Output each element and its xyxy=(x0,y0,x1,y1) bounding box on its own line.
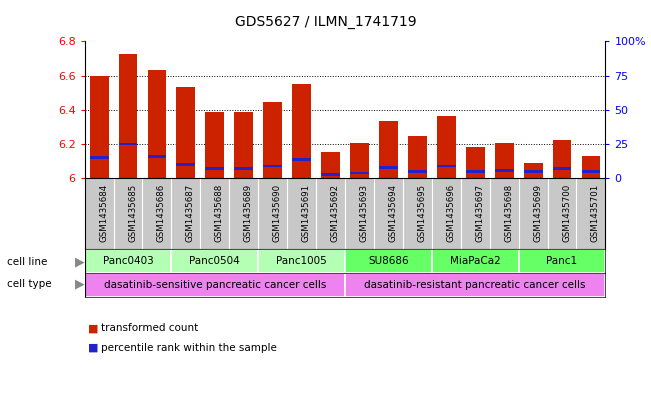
Text: ■: ■ xyxy=(88,323,98,333)
Bar xyxy=(176,163,195,166)
Text: GSM1435694: GSM1435694 xyxy=(389,184,397,242)
Bar xyxy=(495,143,514,178)
Bar xyxy=(553,167,572,170)
Bar xyxy=(85,249,171,273)
Bar xyxy=(350,171,369,174)
Bar xyxy=(148,70,167,178)
Bar xyxy=(85,273,345,297)
Text: Panc0403: Panc0403 xyxy=(103,256,154,266)
Bar xyxy=(432,249,519,273)
Bar xyxy=(437,116,456,178)
Bar xyxy=(581,170,600,173)
Bar xyxy=(176,87,195,178)
Bar xyxy=(523,170,542,173)
Bar xyxy=(171,249,258,273)
Text: GSM1435685: GSM1435685 xyxy=(128,184,137,242)
Text: cell type: cell type xyxy=(7,279,51,289)
Text: GSM1435700: GSM1435700 xyxy=(562,184,571,242)
Text: GSM1435684: GSM1435684 xyxy=(99,184,108,242)
Bar xyxy=(408,136,427,178)
Text: ▶: ▶ xyxy=(75,277,85,290)
Bar xyxy=(379,121,398,178)
Bar xyxy=(466,170,484,173)
Text: transformed count: transformed count xyxy=(101,323,198,333)
Bar xyxy=(495,169,514,171)
Bar xyxy=(258,249,345,273)
Bar xyxy=(234,112,253,178)
Text: percentile rank within the sample: percentile rank within the sample xyxy=(101,343,277,353)
Text: Panc0504: Panc0504 xyxy=(189,256,240,266)
Text: cell line: cell line xyxy=(7,257,47,267)
Text: GSM1435693: GSM1435693 xyxy=(359,184,368,242)
Bar xyxy=(263,102,282,178)
Text: GSM1435698: GSM1435698 xyxy=(504,184,513,242)
Text: GSM1435699: GSM1435699 xyxy=(533,184,542,242)
Text: ■: ■ xyxy=(88,343,98,353)
Text: GSM1435692: GSM1435692 xyxy=(331,184,340,242)
Bar xyxy=(118,143,137,145)
Text: GSM1435695: GSM1435695 xyxy=(417,184,426,242)
Bar xyxy=(581,156,600,178)
Text: GSM1435689: GSM1435689 xyxy=(243,184,253,242)
Bar xyxy=(437,165,456,167)
Text: GDS5627 / ILMN_1741719: GDS5627 / ILMN_1741719 xyxy=(235,15,416,29)
Text: dasatinib-resistant pancreatic cancer cells: dasatinib-resistant pancreatic cancer ce… xyxy=(365,280,586,290)
Bar xyxy=(263,165,282,167)
Text: GSM1435687: GSM1435687 xyxy=(186,184,195,242)
Text: GSM1435690: GSM1435690 xyxy=(273,184,282,242)
Text: GSM1435696: GSM1435696 xyxy=(447,184,455,242)
Bar xyxy=(292,84,311,178)
Bar xyxy=(379,166,398,169)
Bar xyxy=(292,158,311,160)
Text: GSM1435691: GSM1435691 xyxy=(301,184,311,242)
Bar xyxy=(466,147,484,178)
Bar xyxy=(90,76,109,178)
Text: GSM1435688: GSM1435688 xyxy=(215,184,224,242)
Bar xyxy=(148,155,167,158)
Bar xyxy=(553,140,572,178)
Text: GSM1435697: GSM1435697 xyxy=(475,184,484,242)
Text: ▶: ▶ xyxy=(75,255,85,269)
Bar xyxy=(90,156,109,159)
Bar xyxy=(206,112,224,178)
Text: Panc1: Panc1 xyxy=(546,256,577,266)
Text: dasatinib-sensitive pancreatic cancer cells: dasatinib-sensitive pancreatic cancer ce… xyxy=(104,280,326,290)
Bar xyxy=(519,249,605,273)
Text: Panc1005: Panc1005 xyxy=(276,256,327,266)
Text: GSM1435701: GSM1435701 xyxy=(591,184,600,242)
Bar xyxy=(350,143,369,178)
Bar xyxy=(206,167,224,170)
Bar xyxy=(234,167,253,170)
Text: GSM1435686: GSM1435686 xyxy=(157,184,166,242)
Text: SU8686: SU8686 xyxy=(368,256,409,266)
Bar xyxy=(345,273,605,297)
Text: MiaPaCa2: MiaPaCa2 xyxy=(450,256,501,266)
Bar xyxy=(321,152,340,178)
Bar xyxy=(408,170,427,173)
Bar xyxy=(321,173,340,176)
Bar xyxy=(523,163,542,178)
Bar xyxy=(345,249,432,273)
Bar xyxy=(118,54,137,178)
